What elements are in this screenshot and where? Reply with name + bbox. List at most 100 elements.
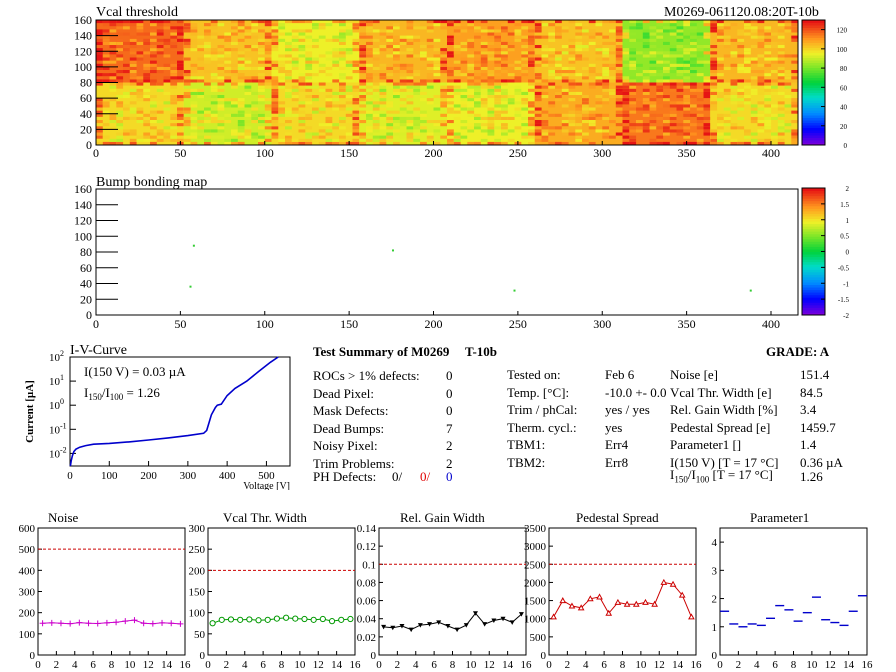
roc-ytick-label: 500 [19,544,36,556]
map-xtick-label: 350 [678,146,696,160]
map-pixel [406,20,414,24]
map-pixel [602,41,610,45]
map-pixel [318,26,326,30]
map-pixel [305,66,313,70]
map-pixel [143,98,151,102]
map-pixel [595,129,603,133]
map-pixel [487,79,495,83]
map-pixel [244,85,252,89]
map-pixel [447,107,454,111]
bump-palette-cell [802,243,825,247]
map-pixel [642,23,650,27]
map-pixel [386,29,394,33]
map-pixel [528,20,535,24]
map-pixel [271,29,279,33]
map-pixel [210,32,218,36]
map-pixel [757,141,765,145]
map-pixel [318,88,326,92]
map-pixel [285,79,292,83]
roc-ytick-label: 0 [30,650,36,662]
map-pixel [649,51,657,55]
map-pixel [514,29,522,33]
map-pixel [642,113,650,117]
map-pixel [116,113,124,117]
map-pixel [440,48,448,52]
map-pixel [379,113,387,117]
map-pixel [258,98,265,102]
map-pixel [480,116,488,120]
map-pixel [737,95,745,99]
defect-label: Noisy Pixel: [313,438,378,453]
map-pixel [379,101,387,105]
map-pixel [129,23,137,27]
map-pixel [224,54,232,58]
map-pixel [440,123,448,127]
map-pixel [339,32,346,36]
map-pixel [561,113,569,117]
roc-point [605,609,613,616]
map-pixel [683,63,691,67]
map-pixel [217,107,225,111]
map-pixel [116,95,124,99]
map-pixel [771,32,778,36]
map-pixel [744,135,751,139]
map-pixel [777,70,785,74]
map-pixel [318,54,326,58]
map-pixel [757,79,765,83]
map-pixel [102,123,110,127]
map-pixel [372,141,380,145]
map-pixel [177,123,184,127]
map-pixel [541,123,549,127]
map-pixel [602,73,610,77]
map-pixel [332,60,340,64]
map-pixel [352,38,360,42]
roc-point [678,591,686,598]
bump-xtick-label: 350 [678,317,696,330]
map-pixel [676,88,684,92]
map-pixel [143,88,151,92]
map-pixel [582,29,589,33]
map-pixel [163,45,171,49]
map-pixel [204,60,211,64]
map-pixel [413,73,421,77]
map-pixel [305,45,313,49]
roc-point [491,618,497,624]
map-pixel [177,95,184,99]
map-pixel [183,82,191,86]
map-pixel [501,95,508,99]
map-pixel [474,70,481,74]
map-pixel [386,32,394,36]
map-pixel [204,48,211,52]
map-pixel [345,66,353,70]
map-pixel [460,101,468,105]
bump-palette-cell [802,304,825,308]
map-pixel [575,26,583,30]
map-palette-cell [802,20,825,23]
map-pixel [285,88,292,92]
map-pixel [433,132,441,136]
map-pixel [642,29,650,33]
map-pixel [595,79,603,83]
map-pixel [723,120,731,124]
roc-xtick-label: 4 [413,659,419,671]
map-pixel [521,107,529,111]
map-pixel [656,73,664,77]
roc-ytick-label: 0.04 [357,614,377,626]
map-pixel [298,45,306,49]
map-pixel [541,138,549,142]
map-pixel [440,51,448,55]
map-palette-cell [802,75,825,78]
map-pixel [258,66,265,70]
map-pixel [258,113,265,117]
map-pixel [123,120,130,124]
map-pixel [777,29,785,33]
map-pixel [663,123,670,127]
map-pixel [156,110,164,114]
roc-chart-frame [719,527,868,656]
map-pixel [386,35,394,39]
map-pixel [642,76,650,80]
map-pixel [690,35,697,39]
map-pixel [494,141,501,145]
bump-palette-cell [802,279,825,283]
map-pixel [339,38,346,42]
